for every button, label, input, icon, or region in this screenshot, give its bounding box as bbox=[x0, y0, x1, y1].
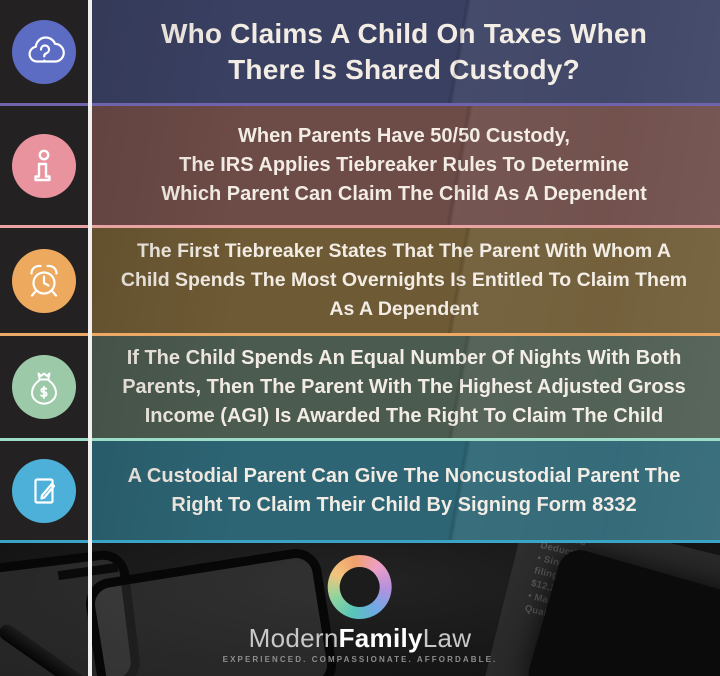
section-text-line: When Parents Have 50/50 Custody, bbox=[238, 125, 570, 147]
brand-name-modern: Modern bbox=[248, 623, 339, 653]
alarm-clock-icon bbox=[12, 248, 76, 313]
section-2-icon-cell bbox=[0, 228, 88, 333]
section-5050-custody: When Parents Have 50/50 Custody, The IRS… bbox=[0, 106, 720, 225]
section-1-icon-cell bbox=[0, 106, 88, 225]
section-text-line: Parents, Then The Parent With The Highes… bbox=[122, 375, 686, 398]
form-pen-icon bbox=[12, 458, 76, 523]
header-icon-cell bbox=[0, 0, 88, 103]
section-1-text: When Parents Have 50/50 Custody, The IRS… bbox=[88, 106, 720, 225]
section-text-line: As A Dependent bbox=[329, 298, 479, 320]
section-text-line: The First Tiebreaker States That The Par… bbox=[136, 240, 671, 262]
vertical-separator-line bbox=[88, 0, 92, 676]
section-text-line: A Custodial Parent Can Give The Noncusto… bbox=[127, 464, 681, 487]
svg-text:$: $ bbox=[40, 386, 48, 401]
header-title: Who Claims A Child On Taxes When There I… bbox=[88, 0, 720, 103]
brand-block: ModernFamilyLaw EXPERIENCED. COMPASSIONA… bbox=[222, 547, 498, 664]
section-4-text: A Custodial Parent Can Give The Noncusto… bbox=[88, 441, 720, 540]
footer-band: Standard Deduction for— • Single or Marr… bbox=[0, 543, 720, 676]
section-4-icon-cell bbox=[0, 441, 88, 540]
divider-purple bbox=[0, 103, 720, 106]
divider-mint bbox=[0, 438, 720, 441]
section-text-line: Which Parent Can Claim The Child As A De… bbox=[161, 183, 647, 205]
section-text-line: Right To Claim Their Child By Signing Fo… bbox=[171, 493, 637, 516]
divider-pink bbox=[0, 225, 720, 228]
header-title-line: There Is Shared Custody? bbox=[228, 53, 580, 85]
divider-blue bbox=[0, 540, 720, 543]
divider-orange bbox=[0, 333, 720, 336]
section-first-tiebreaker: The First Tiebreaker States That The Par… bbox=[0, 228, 720, 333]
section-text-line: The IRS Applies Tiebreaker Rules To Dete… bbox=[179, 154, 629, 176]
section-form-8332: A Custodial Parent Can Give The Noncusto… bbox=[0, 441, 720, 540]
money-bag-icon: $ bbox=[12, 355, 76, 419]
section-2-text: The First Tiebreaker States That The Par… bbox=[88, 228, 720, 333]
info-icon bbox=[12, 133, 76, 198]
brand-name: ModernFamilyLaw bbox=[249, 624, 472, 652]
brand-tagline: EXPERIENCED. COMPASSIONATE. AFFORDABLE. bbox=[222, 655, 498, 664]
brand-name-law: Law bbox=[422, 623, 472, 653]
header-title-line: Who Claims A Child On Taxes When bbox=[160, 17, 648, 49]
brand-logo-ring bbox=[320, 547, 400, 627]
cloud-question-icon bbox=[12, 19, 76, 84]
section-3-icon-cell: $ bbox=[0, 336, 88, 438]
section-3-text: If The Child Spends An Equal Number Of N… bbox=[88, 336, 720, 438]
section-text-line: Income (AGI) Is Awarded The Right To Cla… bbox=[144, 404, 664, 427]
section-text-line: If The Child Spends An Equal Number Of N… bbox=[126, 346, 682, 369]
section-agi-tiebreaker: $ If The Child Spends An Equal Number Of… bbox=[0, 336, 720, 438]
header-band: Who Claims A Child On Taxes When There I… bbox=[0, 0, 720, 103]
section-text-line: Child Spends The Most Overnights Is Enti… bbox=[120, 269, 688, 291]
brand-name-family: Family bbox=[338, 623, 423, 653]
